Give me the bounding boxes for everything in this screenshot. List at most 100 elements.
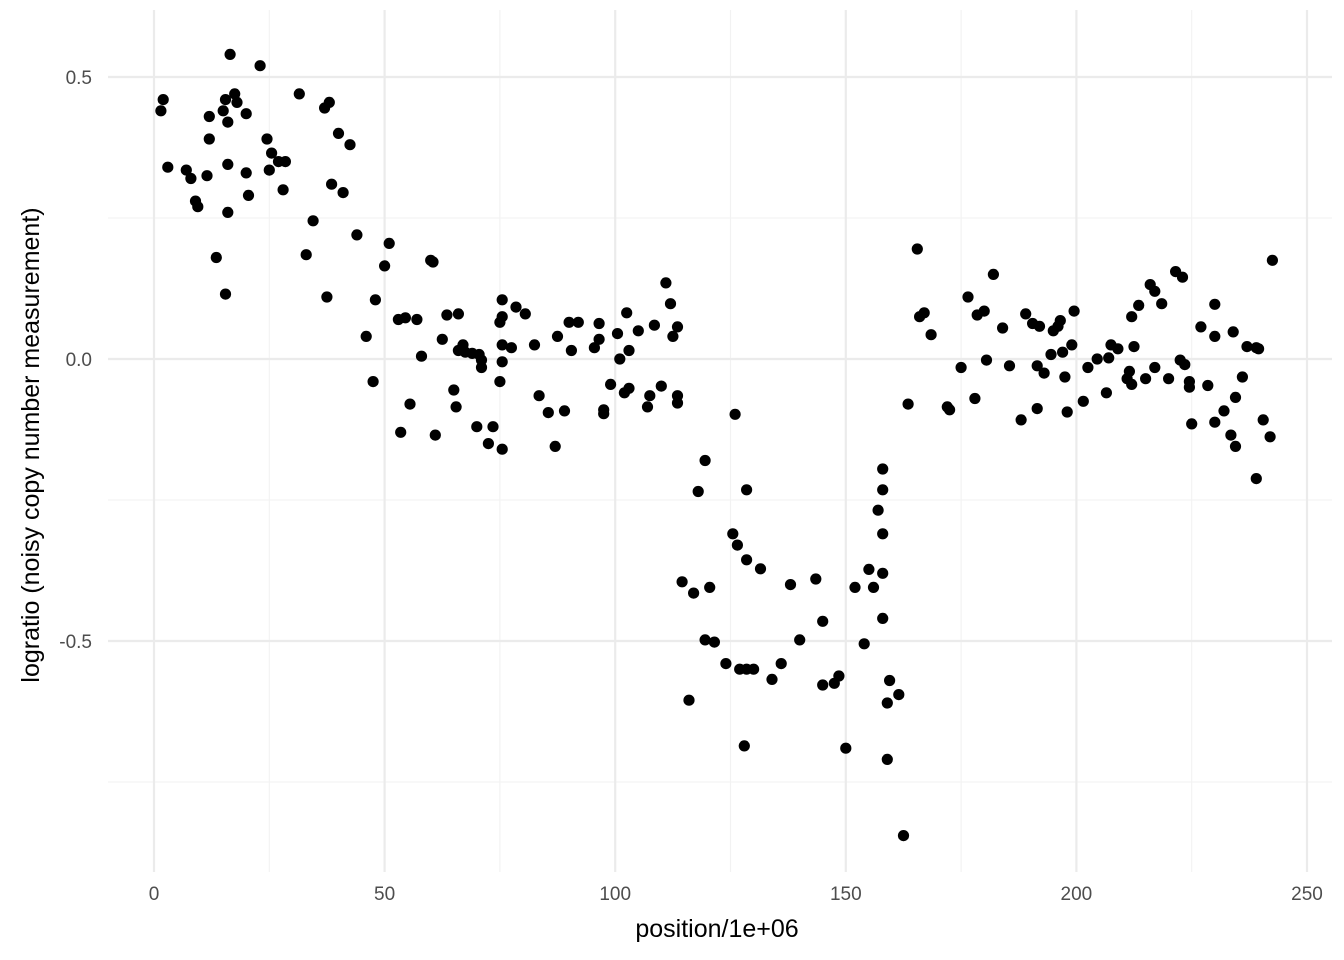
data-point — [623, 344, 635, 357]
data-point — [692, 485, 704, 498]
data-point — [157, 94, 169, 106]
data-point — [533, 390, 545, 402]
data-point — [1126, 378, 1138, 390]
data-point — [1082, 361, 1094, 374]
data-point — [699, 634, 711, 646]
data-point — [1033, 320, 1046, 332]
data-point — [415, 350, 428, 362]
data-point — [496, 311, 508, 323]
data-point — [496, 443, 508, 455]
data-point — [395, 426, 407, 438]
data-point — [1149, 285, 1161, 297]
data-point — [496, 356, 508, 368]
data-point — [632, 325, 644, 337]
data-point — [598, 408, 610, 420]
data-point — [611, 328, 624, 340]
data-point — [962, 291, 974, 303]
data-point — [558, 405, 571, 417]
data-point — [775, 658, 787, 670]
data-point — [1163, 373, 1175, 385]
data-point — [1250, 473, 1262, 485]
data-point — [621, 307, 633, 319]
y-tick-label: 0.0 — [66, 350, 92, 371]
data-point — [344, 139, 356, 151]
data-point — [1091, 353, 1103, 365]
data-point — [593, 333, 605, 345]
data-point — [1253, 343, 1265, 355]
data-point — [784, 579, 797, 591]
data-point — [1100, 387, 1112, 399]
data-point — [727, 528, 739, 540]
data-point — [955, 361, 967, 374]
data-point — [867, 581, 880, 594]
data-point — [203, 133, 215, 145]
data-point — [323, 96, 335, 108]
data-point — [219, 288, 232, 300]
data-point — [1020, 308, 1032, 320]
x-axis-title: position/1e+06 — [635, 915, 798, 943]
data-point — [326, 178, 338, 190]
data-point — [565, 344, 578, 357]
data-point — [817, 615, 829, 627]
data-point — [307, 215, 319, 227]
data-point — [1179, 359, 1191, 371]
data-point — [411, 313, 423, 326]
data-point — [1266, 254, 1278, 266]
data-point — [1257, 414, 1269, 426]
data-point — [551, 330, 564, 342]
data-point — [1225, 429, 1237, 441]
data-point — [321, 291, 333, 303]
data-point — [877, 612, 889, 625]
data-point — [549, 440, 561, 452]
data-point — [1241, 341, 1253, 353]
data-point — [810, 573, 822, 585]
data-point — [593, 317, 605, 330]
data-point — [399, 312, 411, 324]
data-point — [978, 305, 990, 317]
data-point — [667, 330, 679, 342]
x-tick-label: 50 — [374, 884, 395, 905]
data-point — [588, 342, 601, 354]
data-point — [688, 587, 700, 599]
data-point — [1003, 360, 1016, 372]
data-point — [980, 354, 993, 366]
data-point — [1229, 440, 1242, 452]
data-point — [242, 189, 255, 201]
data-point — [1218, 405, 1230, 417]
data-point — [893, 689, 905, 701]
data-point — [1227, 326, 1239, 338]
data-point — [863, 563, 875, 576]
data-point — [676, 576, 688, 588]
data-point — [266, 147, 278, 159]
data-point — [877, 484, 889, 496]
data-point — [671, 397, 684, 409]
data-point — [1077, 395, 1089, 407]
data-point — [881, 697, 893, 709]
data-point — [671, 321, 684, 333]
data-point — [817, 679, 829, 691]
data-point — [748, 663, 760, 675]
data-point — [1133, 299, 1145, 311]
data-point — [441, 309, 453, 321]
data-point — [367, 376, 379, 388]
grid-lines — [108, 10, 1332, 872]
data-point — [660, 277, 672, 289]
data-point — [683, 694, 695, 706]
data-point — [872, 504, 884, 516]
data-points — [155, 48, 1278, 842]
data-point — [614, 353, 626, 365]
data-point — [448, 384, 460, 396]
data-point — [911, 243, 923, 255]
data-point — [1176, 271, 1189, 283]
data-point — [155, 105, 167, 117]
data-point — [572, 316, 584, 328]
data-point — [263, 164, 275, 176]
data-point — [641, 401, 654, 413]
data-point — [482, 438, 494, 450]
data-point — [201, 170, 213, 182]
data-point — [369, 294, 381, 306]
data-point — [475, 354, 488, 366]
data-point — [877, 463, 889, 475]
data-point — [1061, 406, 1073, 418]
